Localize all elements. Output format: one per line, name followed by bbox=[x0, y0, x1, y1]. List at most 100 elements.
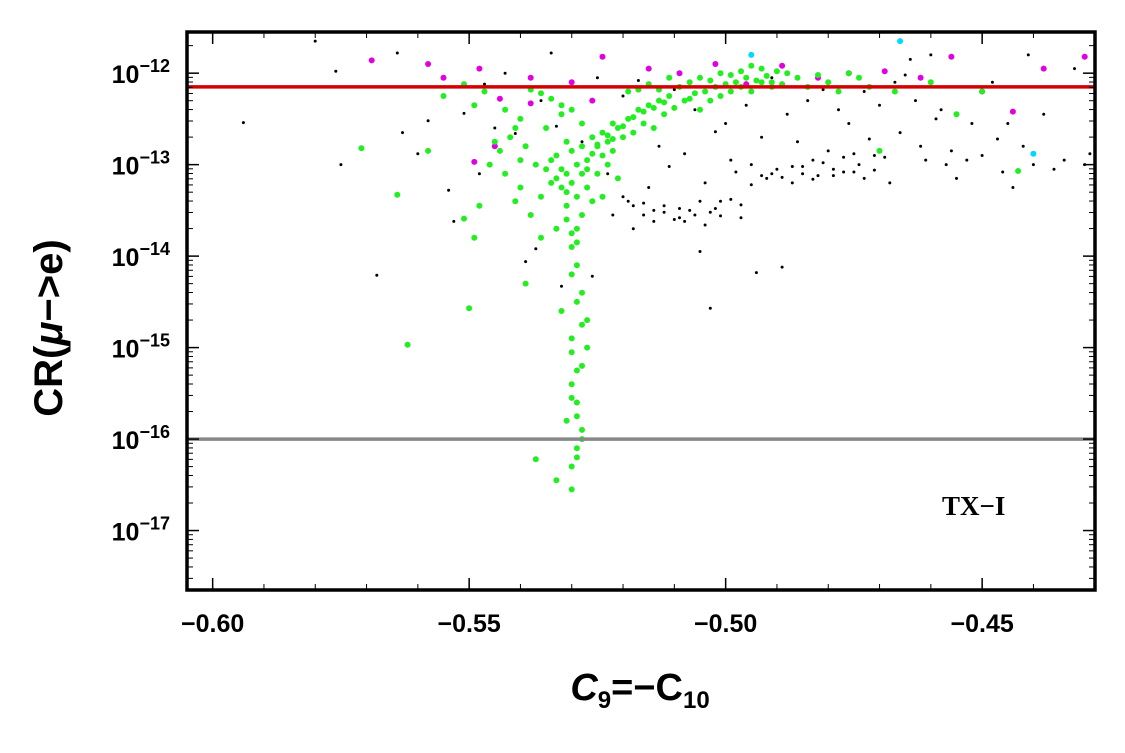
data-point-s3-124 bbox=[573, 193, 580, 200]
data-point-s0-115 bbox=[703, 223, 707, 227]
data-point-s0-138 bbox=[852, 170, 856, 174]
data-point-s3-154 bbox=[512, 125, 519, 131]
data-point-s3-0 bbox=[404, 341, 411, 348]
y-axis-title-post: −>e) bbox=[27, 239, 71, 321]
data-point-s3-110 bbox=[579, 143, 585, 150]
y-tick-label-2: 10−14 bbox=[112, 239, 170, 272]
data-point-s3-109 bbox=[573, 161, 580, 168]
data-point-s3-122 bbox=[563, 170, 570, 177]
data-point-s0-7 bbox=[416, 152, 420, 156]
data-point-s0-33 bbox=[647, 186, 651, 189]
data-point-s3-67 bbox=[717, 70, 724, 77]
data-point-s0-113 bbox=[683, 219, 687, 223]
data-point-s0-47 bbox=[719, 199, 722, 203]
data-point-s3-6 bbox=[471, 234, 478, 241]
data-point-s0-21 bbox=[554, 124, 558, 128]
data-point-s0-137 bbox=[842, 155, 846, 159]
data-point-s3-130 bbox=[604, 132, 611, 139]
data-point-s3-119 bbox=[548, 157, 555, 164]
y-tick-label-5: 10−17 bbox=[112, 514, 170, 547]
data-point-s3-128 bbox=[594, 141, 601, 148]
data-points-layer bbox=[241, 38, 1092, 493]
data-point-s3-120 bbox=[553, 175, 560, 182]
data-point-s0-46 bbox=[713, 130, 717, 134]
data-point-s3-14 bbox=[522, 280, 529, 287]
y-tick-label-4: 10−16 bbox=[112, 422, 170, 455]
data-point-s0-54 bbox=[754, 271, 758, 275]
data-point-s0-81 bbox=[893, 80, 897, 84]
data-point-s0-91 bbox=[944, 163, 948, 167]
data-point-s3-104 bbox=[486, 161, 493, 168]
data-point-s3-81 bbox=[794, 74, 801, 81]
data-point-s3-58 bbox=[671, 104, 678, 111]
data-point-s1-15 bbox=[881, 68, 888, 75]
data-point-s0-43 bbox=[698, 250, 702, 253]
data-point-s3-107 bbox=[563, 138, 570, 145]
data-point-s3-73 bbox=[748, 62, 755, 69]
data-point-s3-150 bbox=[527, 212, 534, 218]
data-point-s1-16 bbox=[917, 74, 924, 81]
data-point-s3-30 bbox=[573, 399, 580, 406]
data-point-s3-26 bbox=[568, 335, 575, 342]
data-point-s2-0 bbox=[748, 51, 755, 58]
data-point-s3-96 bbox=[538, 90, 544, 97]
data-point-s3-135 bbox=[650, 104, 657, 111]
data-point-s0-25 bbox=[590, 274, 594, 278]
data-point-s3-121 bbox=[558, 184, 565, 191]
data-point-s0-75 bbox=[862, 90, 866, 93]
data-point-s0-69 bbox=[831, 167, 835, 171]
data-point-s0-20 bbox=[549, 51, 553, 55]
data-point-s0-65 bbox=[811, 158, 815, 162]
data-point-s3-141 bbox=[573, 298, 580, 305]
data-point-s0-130 bbox=[770, 172, 774, 176]
data-point-s3-85 bbox=[835, 88, 842, 95]
data-point-s0-93 bbox=[955, 176, 958, 180]
data-point-s0-5 bbox=[395, 51, 399, 55]
data-point-s0-86 bbox=[919, 144, 923, 148]
data-point-s3-115 bbox=[604, 138, 611, 145]
data-point-s3-16 bbox=[538, 234, 544, 241]
data-point-s3-149 bbox=[517, 184, 524, 191]
data-point-s3-64 bbox=[702, 88, 709, 95]
data-point-s3-71 bbox=[738, 68, 744, 75]
data-point-s3-166 bbox=[717, 93, 724, 99]
data-point-s3-8 bbox=[476, 202, 483, 209]
data-point-s0-136 bbox=[831, 174, 835, 178]
data-point-s1-7 bbox=[599, 53, 606, 60]
data-point-s3-100 bbox=[579, 120, 585, 127]
data-point-s0-27 bbox=[606, 172, 610, 176]
data-point-s0-16 bbox=[513, 132, 517, 135]
x-tick-label-3: −0.45 bbox=[951, 610, 1014, 638]
data-point-s0-128 bbox=[749, 183, 753, 187]
data-point-s3-117 bbox=[614, 125, 621, 131]
data-point-s0-22 bbox=[560, 284, 563, 288]
data-point-s3-83 bbox=[815, 72, 821, 78]
data-point-s0-55 bbox=[760, 135, 764, 139]
data-point-s3-40 bbox=[579, 212, 585, 218]
data-point-s0-87 bbox=[924, 158, 928, 162]
data-point-s3-158 bbox=[625, 88, 632, 95]
data-point-s3-55 bbox=[656, 97, 662, 104]
data-point-s3-111 bbox=[584, 157, 591, 164]
y-tick-label-1: 10−13 bbox=[112, 148, 170, 181]
data-point-s3-25 bbox=[568, 486, 575, 493]
data-point-s3-72 bbox=[743, 74, 750, 81]
data-point-s3-46 bbox=[609, 147, 616, 154]
data-point-s0-13 bbox=[483, 82, 486, 86]
data-point-s0-127 bbox=[739, 203, 743, 207]
data-point-s3-89 bbox=[876, 147, 883, 154]
data-point-s3-84 bbox=[825, 79, 832, 86]
data-point-s1-22 bbox=[471, 158, 478, 165]
data-point-s3-9 bbox=[466, 305, 473, 312]
data-point-s3-24 bbox=[563, 417, 570, 424]
data-point-s0-84 bbox=[908, 57, 912, 61]
data-point-s3-99 bbox=[568, 106, 575, 113]
data-point-s0-97 bbox=[990, 80, 994, 84]
data-point-s0-78 bbox=[878, 103, 881, 107]
data-point-s0-126 bbox=[729, 197, 733, 201]
data-point-s3-50 bbox=[630, 129, 637, 136]
data-point-s0-15 bbox=[503, 71, 507, 75]
data-point-s0-125 bbox=[719, 214, 722, 218]
data-point-s0-49 bbox=[729, 158, 733, 162]
